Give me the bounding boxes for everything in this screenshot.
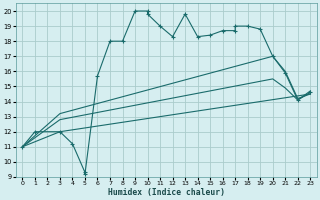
X-axis label: Humidex (Indice chaleur): Humidex (Indice chaleur)	[108, 188, 225, 197]
